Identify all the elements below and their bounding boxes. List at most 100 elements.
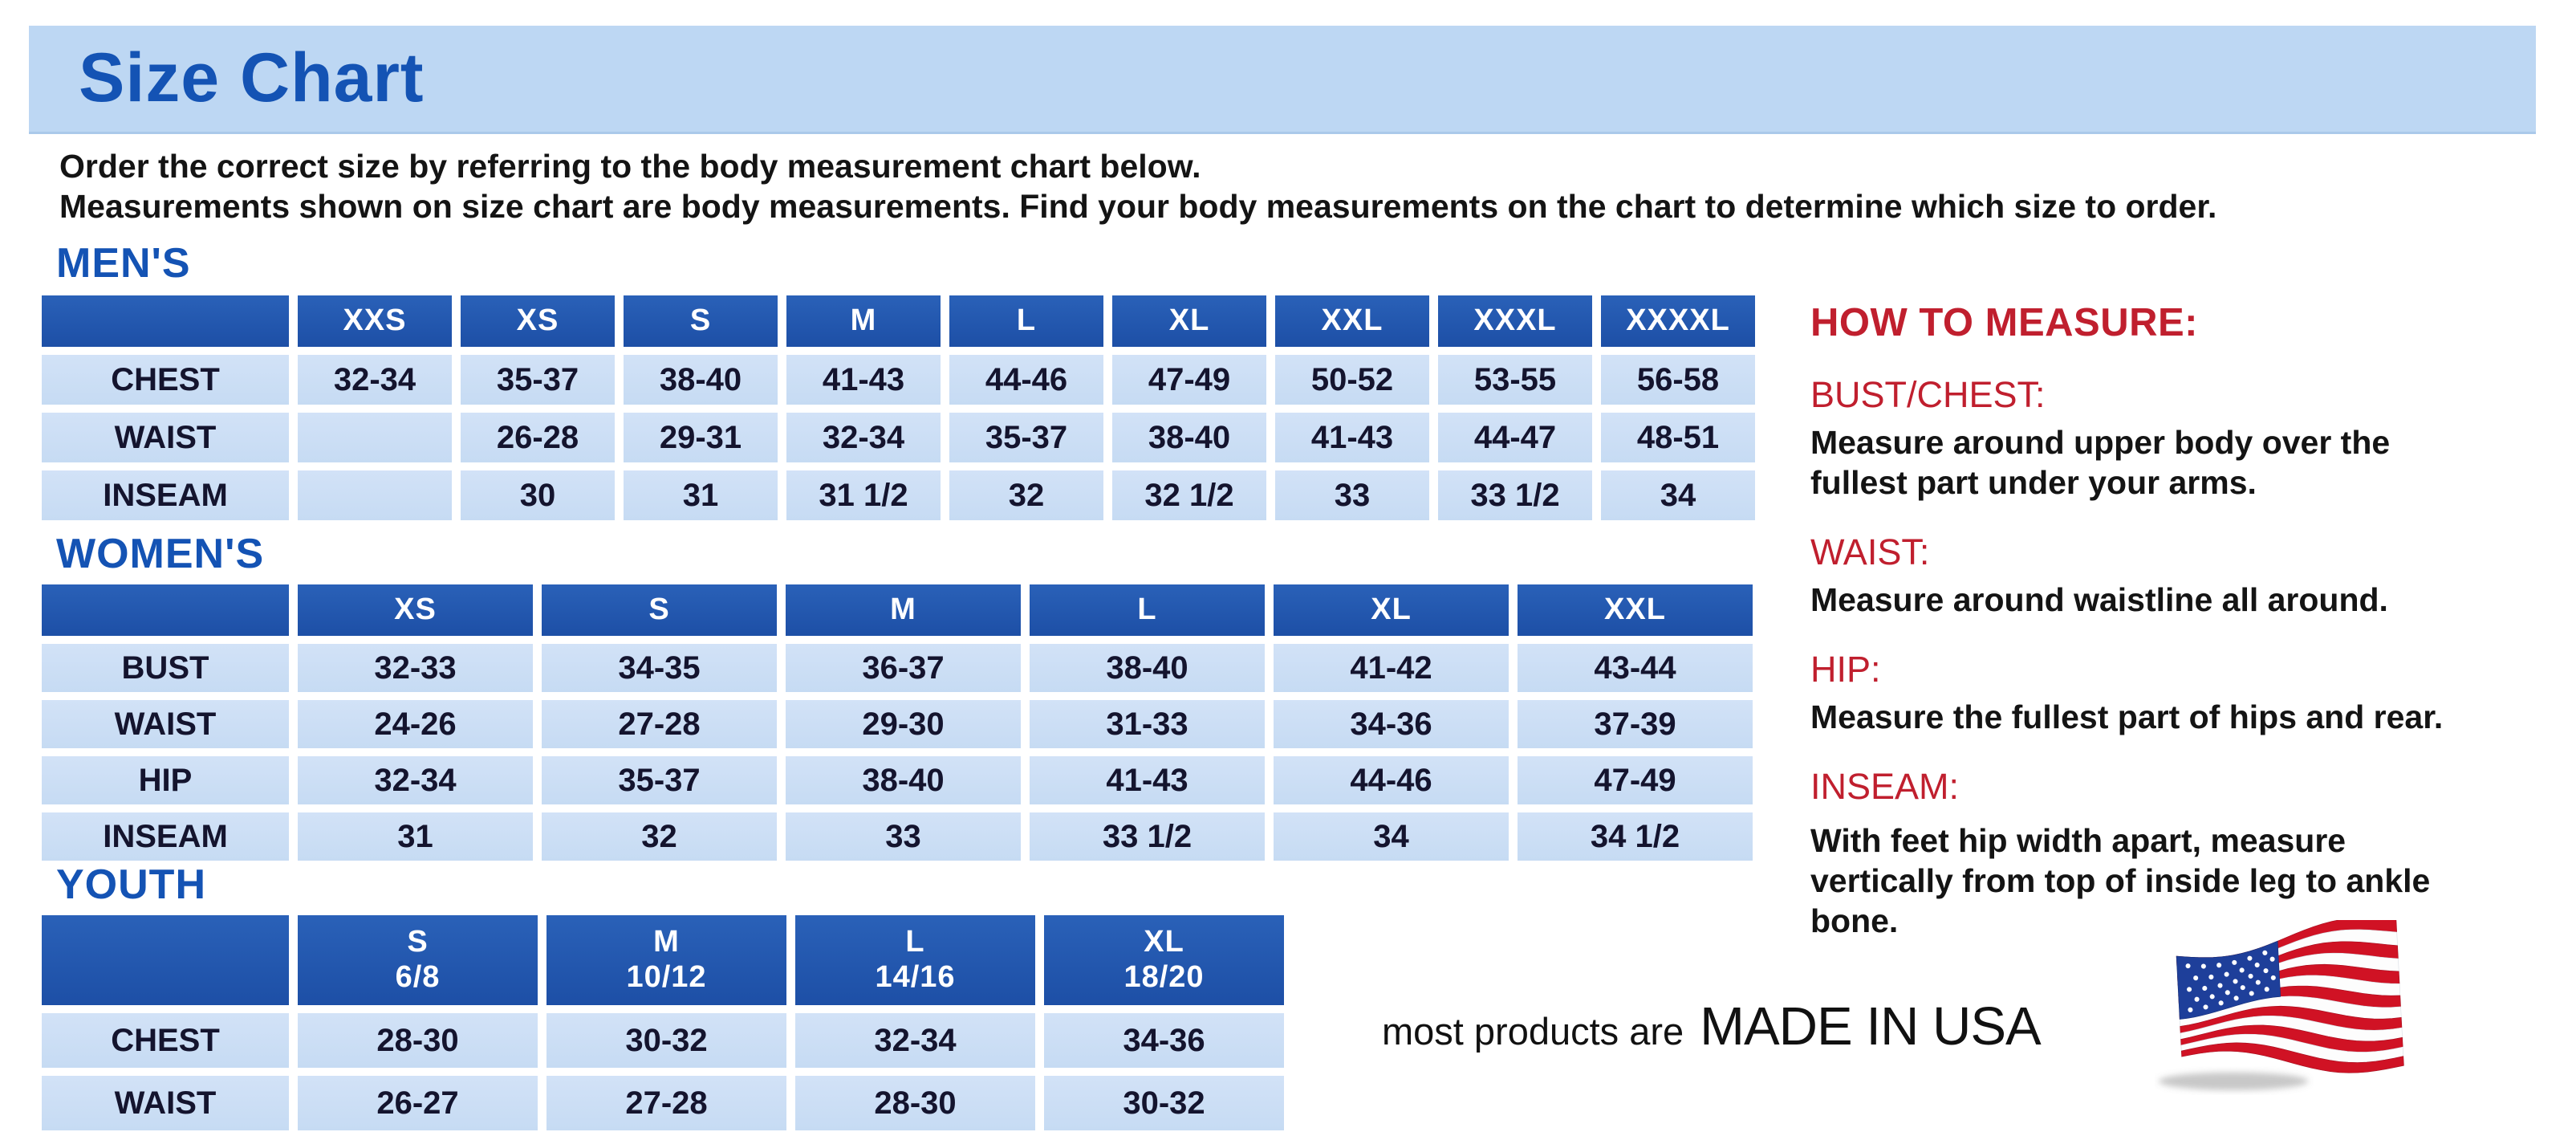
flag-star	[2270, 975, 2276, 980]
row-label-inseam: INSEAM	[42, 470, 289, 520]
flag-star	[2232, 959, 2237, 965]
flag-star	[2240, 985, 2245, 991]
mens-size-table: XXS XS S M L XL XXL XXXL XXXXL CHEST 32-34 35-37 38-…	[42, 295, 1755, 520]
flag-star	[2202, 985, 2208, 992]
size-cell: 56-58	[1601, 355, 1755, 405]
flag-star	[2188, 1007, 2193, 1012]
how-to-measure-panel: HOW TO MEASURE: BUST/CHEST: Measure arou…	[1810, 301, 2576, 941]
womens-size-table: XS S M L XL XXL BUST 32-33 34-35 36-37 38-40 41-42 4…	[42, 584, 1753, 861]
size-cell: 38-40	[624, 355, 778, 405]
column-header-m-10-12: M 10/12	[546, 915, 786, 1005]
size-cell: 34-36	[1274, 700, 1509, 748]
size-cell	[298, 413, 452, 462]
size-cell: 31	[298, 812, 533, 861]
flag-star	[2185, 963, 2191, 969]
intro-line-2: Measurements shown on size chart are bod…	[59, 188, 2217, 225]
measure-label-hip: HIP:	[1810, 648, 1881, 690]
flag-star	[2209, 994, 2215, 1000]
size-cell: 31 1/2	[786, 470, 941, 520]
row-label-waist: WAIST	[42, 700, 289, 748]
column-header-l: L	[1030, 584, 1265, 636]
flag-stripe	[2176, 940, 2281, 1020]
measure-label-bust-chest: BUST/CHEST:	[1810, 373, 2046, 415]
flag-star	[2208, 974, 2214, 979]
size-cell: 29-30	[786, 700, 1021, 748]
flag-star	[2194, 996, 2200, 1002]
size-cell: 47-49	[1518, 756, 1753, 804]
column-header-s: S	[624, 295, 778, 347]
row-label-waist: WAIST	[42, 413, 289, 462]
column-header-xl: XL	[1274, 584, 1509, 636]
flag-star	[2233, 979, 2238, 984]
size-cell	[298, 470, 452, 520]
flag-star	[2203, 1004, 2208, 1010]
size-cell: 32-34	[795, 1013, 1035, 1068]
size-cell: 32-34	[298, 355, 452, 405]
size-cell: 30-32	[546, 1013, 786, 1068]
size-cell: 32-34	[298, 756, 533, 804]
section-title-mens: MEN'S	[56, 240, 191, 287]
column-header-xxs: XXS	[298, 295, 452, 347]
size-cell: 41-43	[786, 355, 941, 405]
flag-star	[2200, 963, 2206, 969]
size-cell: 38-40	[1112, 413, 1266, 462]
size-cell: 31-33	[1030, 700, 1265, 748]
size-cell: 33 1/2	[1438, 470, 1592, 520]
column-header-blank	[42, 584, 289, 636]
size-cell: 47-49	[1112, 355, 1266, 405]
measure-text-inseam: With feet hip width apart, measure verti…	[1810, 821, 2431, 939]
measure-text-bust-chest: Measure around upper body over the fulle…	[1810, 423, 2391, 501]
flag-star	[2247, 955, 2253, 961]
size-cell: 30	[461, 470, 615, 520]
size-cell: 44-46	[1274, 756, 1509, 804]
flag-stripe	[2180, 1042, 2404, 1073]
flag-star	[2239, 967, 2245, 973]
size-cell: 28-30	[795, 1076, 1035, 1130]
section-title-youth: YOUTH	[56, 861, 206, 908]
made-in-usa-text: MADE IN USA	[1700, 996, 2042, 1057]
flag-star	[2224, 971, 2229, 977]
made-in-usa-prefix: most products are	[1382, 1010, 1684, 1053]
size-cell: 24-26	[298, 700, 533, 748]
measure-text-waist: Measure around waistline all around.	[1810, 580, 2388, 618]
how-to-measure-title: HOW TO MEASURE:	[1810, 301, 2198, 344]
youth-size-table: S 6/8 M 10/12 L 14/16 XL 18/20 CHEST 28-30 30-…	[42, 915, 1284, 1130]
size-cell: 34-35	[542, 644, 777, 692]
column-header-s-6-8: S 6/8	[298, 915, 538, 1005]
size-cell: 28-30	[298, 1013, 538, 1068]
row-label-bust: BUST	[42, 644, 289, 692]
flag-star	[2255, 979, 2261, 985]
column-header-xxxl: XXXL	[1438, 295, 1592, 347]
size-cell: 41-42	[1274, 644, 1509, 692]
column-header-xs: XS	[461, 295, 615, 347]
size-cell: 34-36	[1044, 1013, 1284, 1068]
size-cell: 53-55	[1438, 355, 1592, 405]
size-cell: 35-37	[949, 413, 1103, 462]
size-cell: 33 1/2	[1030, 812, 1265, 861]
size-cell: 34	[1274, 812, 1509, 861]
size-cell: 30-32	[1044, 1076, 1284, 1130]
size-cell: 27-28	[546, 1076, 786, 1130]
flag-star	[2263, 968, 2269, 974]
size-cell: 26-27	[298, 1076, 538, 1130]
size-cell: 35-37	[542, 756, 777, 804]
measure-label-inseam: INSEAM:	[1810, 765, 1960, 807]
column-header-s: S	[542, 584, 777, 636]
column-header-blank	[42, 295, 289, 347]
row-label-inseam: INSEAM	[42, 812, 289, 861]
size-cell: 32-34	[786, 413, 941, 462]
size-cell: 32 1/2	[1112, 470, 1266, 520]
size-cell: 43-44	[1518, 644, 1753, 692]
page-title: Size Chart	[79, 39, 425, 116]
section-title-womens: WOMEN'S	[56, 531, 265, 577]
flag-star	[2193, 975, 2199, 981]
column-header-xxl: XXL	[1275, 295, 1429, 347]
column-header-blank	[42, 915, 289, 1005]
size-cell: 41-43	[1030, 756, 1265, 804]
flag-shadow	[2158, 1072, 2309, 1090]
column-header-xs: XS	[298, 584, 533, 636]
us-flag-icon	[2158, 920, 2404, 1090]
flag-star	[2262, 950, 2268, 955]
size-cell: 48-51	[1601, 413, 1755, 462]
flag-star	[2254, 962, 2260, 968]
